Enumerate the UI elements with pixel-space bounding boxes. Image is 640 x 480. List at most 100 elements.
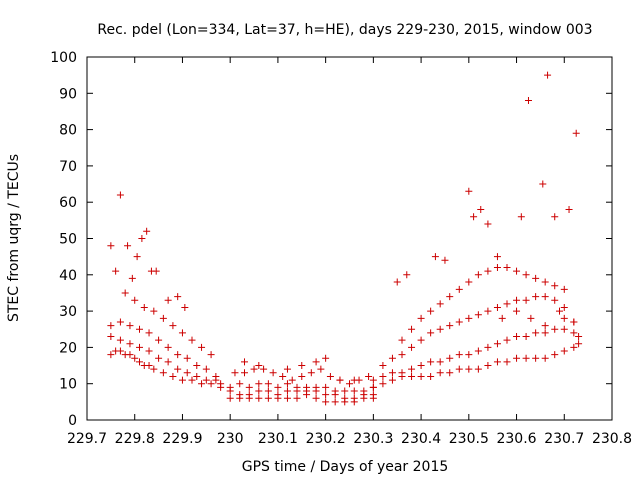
data-point (493, 303, 501, 311)
data-point (312, 383, 320, 391)
data-point (403, 271, 411, 279)
data-point (264, 387, 272, 395)
data-point (551, 296, 559, 304)
y-tick-label: 40 (59, 268, 77, 284)
x-tick-label: 229.8 (115, 431, 155, 447)
data-point (532, 274, 540, 282)
data-point (484, 267, 492, 275)
data-point (560, 314, 568, 322)
data-point (152, 267, 160, 275)
data-point (264, 380, 272, 388)
data-point (474, 347, 482, 355)
data-point (241, 369, 248, 377)
data-point (136, 343, 143, 351)
data-point (341, 394, 349, 402)
data-point (174, 351, 182, 359)
data-point (465, 351, 473, 359)
data-point (159, 314, 167, 322)
data-point (522, 271, 530, 279)
data-point (283, 394, 291, 402)
x-axis-ticks: 229.7 229.8 229.9 230 230.1 230.2 230.3 230.4 23… (67, 57, 632, 447)
data-point (136, 358, 143, 366)
data-point (513, 333, 521, 341)
data-point (532, 329, 540, 337)
data-point (322, 383, 330, 391)
data-point (427, 372, 435, 380)
y-tick-label: 10 (59, 377, 77, 393)
data-point (312, 358, 320, 366)
data-point (159, 369, 167, 377)
data-point (524, 97, 532, 105)
data-point (436, 358, 444, 366)
data-point (474, 311, 482, 319)
data-point (365, 372, 373, 380)
data-point (245, 391, 253, 399)
data-point (183, 354, 191, 362)
data-point (455, 365, 463, 373)
data-point (446, 293, 454, 301)
data-point (116, 336, 124, 344)
y-axis-ticks: 0 10 20 30 40 50 60 70 80 90 100 (50, 50, 612, 429)
data-point (560, 285, 568, 293)
data-point (446, 322, 454, 330)
data-point (446, 369, 454, 377)
data-points (107, 71, 583, 406)
data-point (369, 383, 377, 391)
data-point (260, 365, 268, 373)
data-point (145, 362, 153, 370)
data-point (283, 365, 291, 373)
data-point (107, 322, 115, 330)
plot-frame (86, 56, 613, 421)
data-point (140, 303, 148, 311)
data-point (560, 325, 568, 333)
data-point (198, 343, 206, 351)
data-point (541, 329, 549, 337)
data-point (575, 333, 583, 341)
data-point (465, 365, 473, 373)
data-point (532, 293, 540, 301)
data-point (207, 351, 215, 359)
data-point (121, 289, 129, 297)
data-point (398, 336, 406, 344)
data-point (164, 358, 172, 366)
data-point (317, 365, 325, 373)
data-point (493, 264, 501, 272)
y-tick-label: 50 (59, 232, 77, 248)
data-point (436, 369, 444, 377)
data-point (539, 180, 547, 188)
data-point (369, 391, 377, 399)
data-point (465, 187, 473, 195)
data-point (298, 362, 306, 370)
data-point (541, 354, 549, 362)
data-point (136, 325, 143, 333)
data-point (513, 267, 521, 275)
data-point (116, 191, 124, 199)
data-point (551, 325, 559, 333)
data-point (474, 271, 482, 279)
y-tick-label: 90 (59, 86, 77, 102)
data-point (138, 235, 146, 242)
data-point (379, 380, 387, 388)
data-point (513, 307, 521, 315)
data-point (231, 369, 239, 377)
data-point (145, 347, 153, 355)
data-point (150, 307, 158, 315)
x-axis-title: GPS time / Days of year 2015 (242, 459, 449, 475)
x-tick-label: 230.7 (544, 431, 584, 447)
data-point (388, 369, 396, 377)
data-point (474, 365, 482, 373)
data-point (174, 365, 182, 373)
data-point (350, 376, 358, 384)
data-point (503, 300, 511, 308)
data-point (346, 380, 353, 388)
data-point (312, 394, 320, 402)
data-point (572, 129, 580, 137)
data-point (164, 343, 172, 351)
data-point (183, 369, 191, 377)
data-point (331, 398, 339, 406)
data-point (212, 372, 220, 380)
data-point (513, 296, 521, 304)
y-axis-title: STEC from uqrg / TECUs (6, 154, 22, 322)
data-point (128, 274, 136, 282)
